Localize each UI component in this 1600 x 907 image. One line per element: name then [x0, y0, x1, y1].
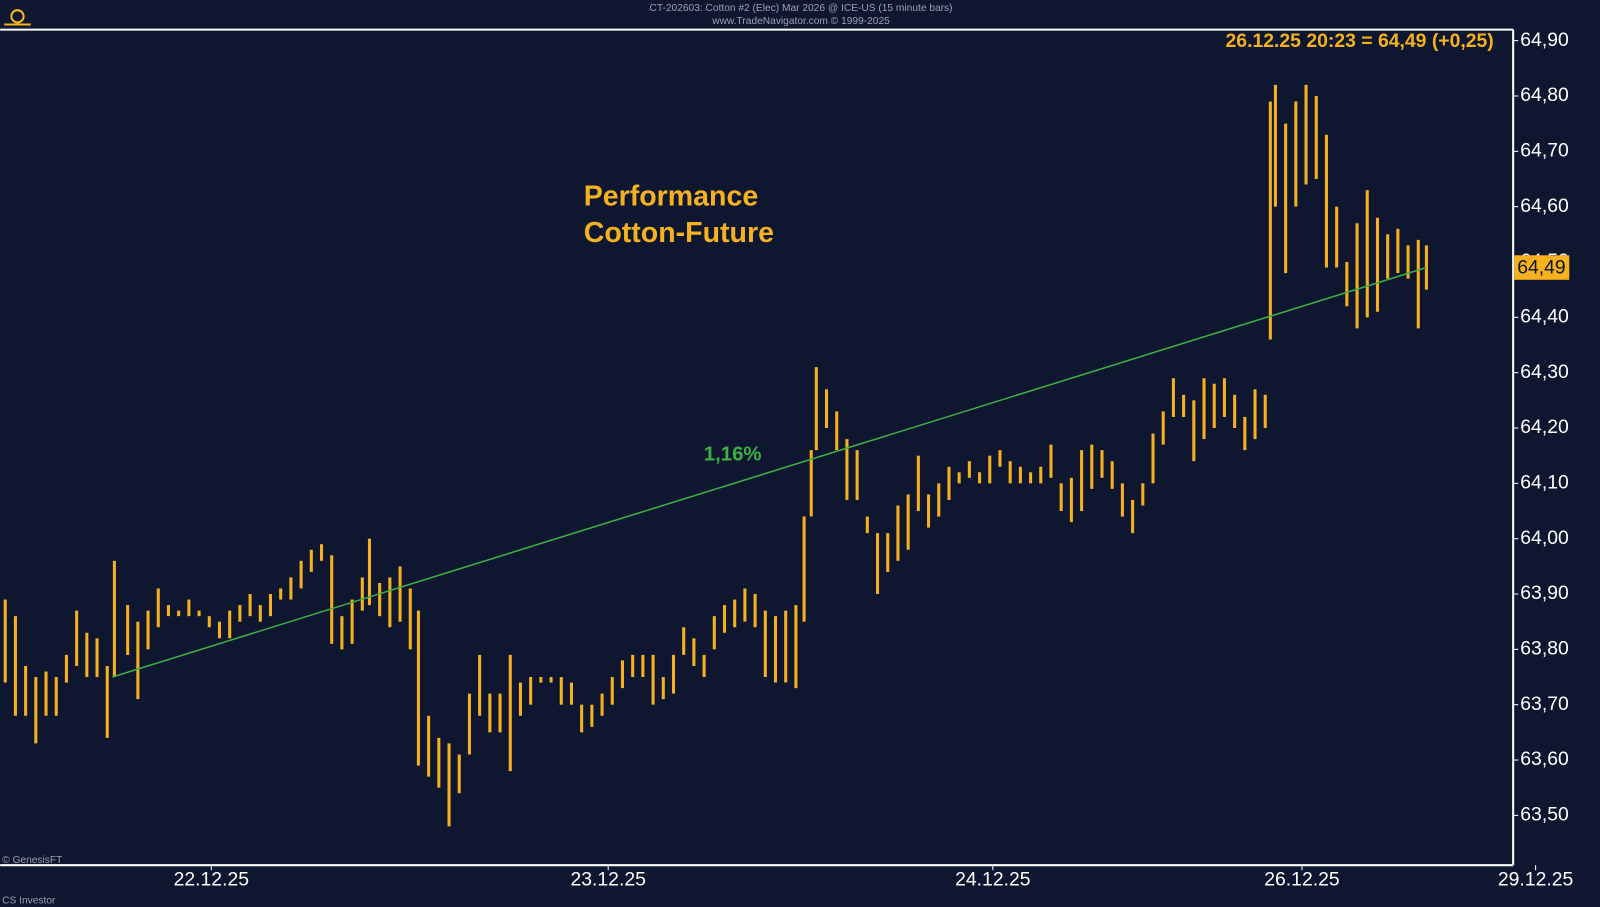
y-tick-label: 64,80 [1520, 84, 1569, 106]
y-tick-label: 64,90 [1520, 29, 1569, 51]
logo [4, 9, 31, 26]
y-tick-label: 64,20 [1520, 416, 1569, 438]
x-tick-label: 26.12.25 [1264, 869, 1339, 891]
x-tick-label: 23.12.25 [570, 869, 645, 891]
y-tick-label: 64,60 [1520, 195, 1569, 217]
subheader: www.TradeNavigator.com © 1999-2025 [711, 16, 890, 27]
trend-line [112, 266, 1427, 678]
last-price-badge [1514, 255, 1570, 280]
x-tick-label: 29.12.25 [1498, 869, 1573, 891]
y-tick-label: 63,60 [1520, 748, 1569, 770]
y-tick-label: 63,50 [1520, 803, 1569, 825]
y-tick-label: 64,40 [1520, 305, 1569, 327]
last-price-label: 64,49 [1517, 257, 1566, 279]
y-tick-label: 63,80 [1520, 637, 1569, 659]
trend-label: 1,16% [704, 443, 762, 465]
y-tick-label: 64,70 [1520, 139, 1569, 161]
footer: CS Investor [2, 896, 56, 907]
title-line: Cotton-Future [584, 217, 774, 249]
title-line: Performance [584, 180, 759, 212]
quote: 26.12.25 20:23 = 64,49 (+0,25) [1226, 30, 1494, 52]
y-tick-label: 63,90 [1520, 582, 1569, 604]
source: © GenesisFT [2, 855, 62, 866]
y-tick-label: 64,10 [1520, 471, 1569, 493]
header: CT-202603: Cotton #2 (Elec) Mar 2026 @ I… [649, 3, 952, 14]
y-tick-label: 64,00 [1520, 527, 1569, 549]
x-tick-label: 24.12.25 [955, 869, 1030, 891]
y-tick-label: 64,30 [1520, 361, 1569, 383]
x-tick-label: 22.12.25 [174, 869, 249, 891]
y-tick-label: 63,70 [1520, 693, 1569, 715]
